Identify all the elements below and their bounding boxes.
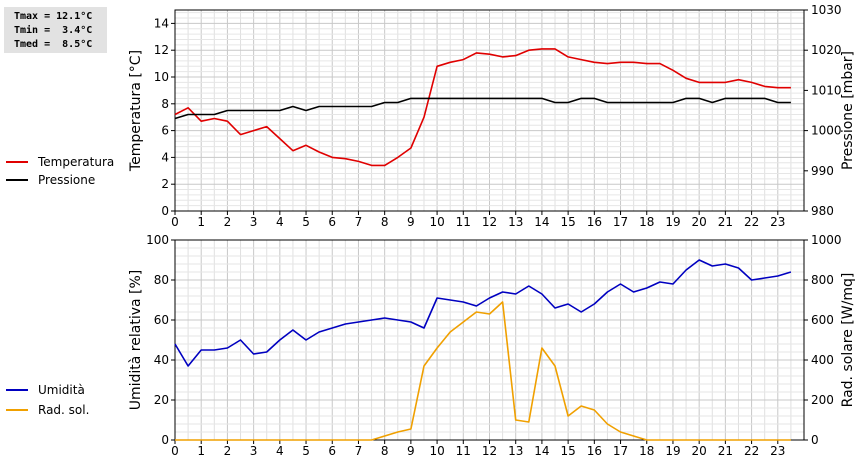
- y-axis-label-left: Temperatura [°C]: [128, 50, 144, 172]
- y-tick-label-right: 200: [811, 393, 834, 407]
- x-tick-label: 11: [456, 444, 471, 458]
- x-tick-label: 6: [328, 444, 336, 458]
- x-tick-label: 17: [613, 215, 628, 229]
- y-tick-label-left: 6: [161, 124, 169, 138]
- x-tick-label: 12: [482, 444, 497, 458]
- y-tick-label-left: 40: [154, 353, 169, 367]
- x-tick-label: 21: [718, 215, 733, 229]
- y-tick-label-right: 1010: [811, 83, 842, 97]
- y-tick-label-left: 14: [154, 16, 169, 30]
- legend-pressione-label: Pressione: [38, 173, 96, 187]
- legend-temperatura-line: [6, 161, 28, 163]
- series-line-2-2: [175, 301, 791, 441]
- y-tick-label-right: 980: [811, 204, 834, 218]
- legend-radsol-line: [6, 409, 28, 411]
- x-tick-label: 12: [482, 215, 497, 229]
- x-tick-label: 1: [197, 444, 205, 458]
- series-line-2-1: [174, 259, 792, 367]
- legend-radsol-label: Rad. sol.: [38, 403, 90, 417]
- y-tick-label-right: 600: [811, 313, 834, 327]
- x-tick-label: 6: [328, 215, 336, 229]
- x-tick-label: 19: [665, 444, 680, 458]
- x-tick-label: 22: [744, 444, 759, 458]
- y-tick-label-right: 400: [811, 353, 834, 367]
- x-tick-label: 23: [770, 215, 785, 229]
- y-tick-label-left: 8: [161, 97, 169, 111]
- x-tick-label: 7: [355, 444, 363, 458]
- x-tick-label: 7: [355, 215, 363, 229]
- x-tick-label: 3: [250, 215, 258, 229]
- x-tick-label: 18: [639, 444, 654, 458]
- y-axis-label-right: Rad. solare [W/mq]: [840, 273, 856, 408]
- x-tick-label: 8: [381, 444, 389, 458]
- y-tick-label-left: 0: [161, 433, 169, 447]
- y-tick-label-right: 0: [811, 433, 819, 447]
- legend-umidita-label: Umidità: [38, 383, 85, 397]
- y-tick-label-right: 1000: [811, 233, 842, 247]
- y-axis-label-right: Pressione [mbar]: [840, 51, 856, 170]
- tmed-text: Tmed = 8.5°C: [14, 39, 93, 50]
- x-tick-label: 20: [692, 215, 707, 229]
- x-tick-label: 8: [381, 215, 389, 229]
- x-tick-label: 21: [718, 444, 733, 458]
- y-tick-label-right: 1030: [811, 3, 842, 17]
- x-tick-label: 16: [587, 444, 602, 458]
- x-tick-label: 13: [508, 215, 523, 229]
- x-tick-label: 18: [639, 215, 654, 229]
- y-tick-label-left: 12: [154, 43, 169, 57]
- legend-temperatura-label: Temperatura: [38, 155, 115, 169]
- tmin-text: Tmin = 3.4°C: [14, 25, 93, 36]
- x-tick-label: 0: [171, 215, 179, 229]
- y-tick-label-right: 800: [811, 273, 834, 287]
- x-tick-label: 5: [302, 215, 310, 229]
- x-tick-label: 2: [224, 215, 232, 229]
- y-tick-label-right: 1020: [811, 43, 842, 57]
- x-tick-label: 4: [276, 215, 284, 229]
- y-tick-label-left: 60: [154, 313, 169, 327]
- x-tick-label: 13: [508, 444, 523, 458]
- x-tick-label: 5: [302, 444, 310, 458]
- tmax-text: Tmax = 12.1°C: [14, 11, 93, 22]
- x-tick-label: 0: [171, 444, 179, 458]
- x-tick-label: 14: [534, 444, 549, 458]
- x-tick-label: 10: [429, 444, 444, 458]
- x-tick-label: 22: [744, 215, 759, 229]
- y-tick-label-right: 990: [811, 164, 834, 178]
- y-tick-label-left: 2: [161, 177, 169, 191]
- x-tick-label: 9: [407, 215, 415, 229]
- x-tick-label: 15: [560, 444, 575, 458]
- x-tick-label: 9: [407, 444, 415, 458]
- series-line-1-1: [174, 48, 791, 167]
- x-tick-label: 2: [224, 444, 232, 458]
- y-tick-label-left: 100: [146, 233, 169, 247]
- y-tick-label-left: 4: [161, 150, 169, 164]
- y-tick-label-left: 0: [161, 204, 169, 218]
- x-tick-label: 20: [692, 444, 707, 458]
- legend-umidita-line: [6, 389, 28, 391]
- x-tick-label: 14: [534, 215, 549, 229]
- x-tick-label: 11: [456, 215, 471, 229]
- y-tick-label-left: 10: [154, 70, 169, 84]
- x-tick-label: 23: [770, 444, 785, 458]
- x-tick-label: 17: [613, 444, 628, 458]
- y-axis-label-left: Umidità relativa [%]: [128, 270, 144, 411]
- x-tick-label: 3: [250, 444, 258, 458]
- y-tick-label-left: 20: [154, 393, 169, 407]
- y-tick-label-right: 1000: [811, 124, 842, 138]
- x-tick-label: 15: [560, 215, 575, 229]
- stats-box: Tmax = 12.1°C Tmin = 3.4°C Tmed = 8.5°C: [4, 7, 107, 53]
- legend-pressione-line: [6, 179, 28, 181]
- x-tick-label: 16: [587, 215, 602, 229]
- x-tick-label: 19: [665, 215, 680, 229]
- x-tick-label: 1: [197, 215, 205, 229]
- series-line-1-2: [174, 97, 791, 120]
- y-tick-label-left: 80: [154, 273, 169, 287]
- x-tick-label: 4: [276, 444, 284, 458]
- x-tick-label: 10: [429, 215, 444, 229]
